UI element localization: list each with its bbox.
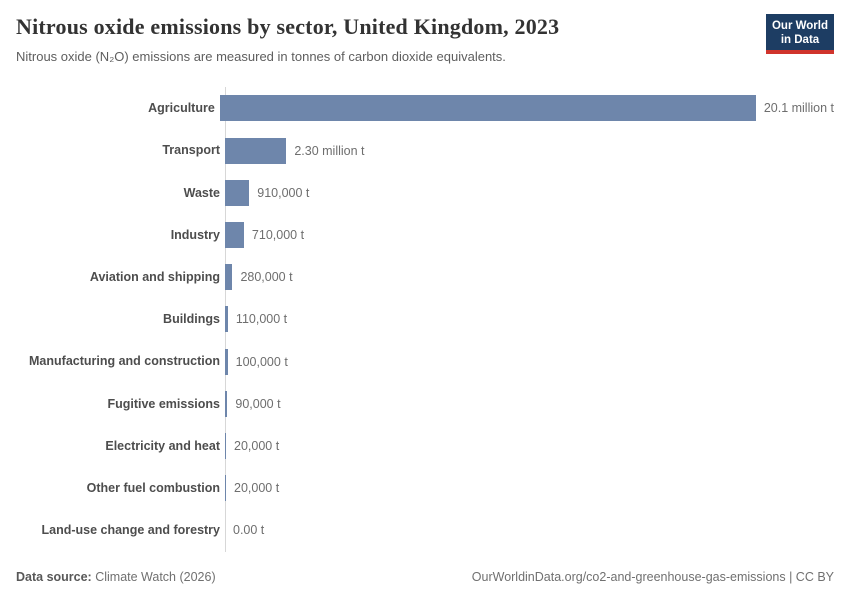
chart-title: Nitrous oxide emissions by sector, Unite… — [16, 14, 560, 39]
bar-track: 20,000 t — [225, 432, 834, 459]
bar-row: Other fuel combustion 20,000 t — [16, 467, 834, 509]
category-label: Aviation and shipping — [89, 269, 220, 284]
bar[interactable] — [225, 306, 228, 333]
chart-subtitle: Nitrous oxide (N₂O) emissions are measur… — [16, 49, 506, 65]
bar-track: 110,000 t — [225, 306, 834, 333]
category-label: Transport — [162, 143, 220, 158]
value-label: 100,000 t — [235, 354, 288, 369]
value-label: 910,000 t — [257, 185, 310, 200]
bar[interactable] — [225, 348, 228, 375]
bar-row: Fugitive emissions 90,000 t — [16, 383, 834, 425]
bar[interactable] — [225, 179, 250, 206]
bar-track: 100,000 t — [225, 348, 834, 375]
category-label: Agriculture — [148, 101, 215, 116]
bar[interactable] — [225, 390, 228, 417]
header: Nitrous oxide emissions by sector, Unite… — [16, 14, 834, 66]
owid-logo-line1: Our World — [771, 20, 828, 32]
bar[interactable] — [219, 95, 756, 122]
bar-chart: Agriculture 20.1 million t Transport 2.30 m… — [16, 87, 834, 553]
bar-track: 20,000 t — [225, 475, 834, 502]
category-label: Fugitive emissions — [107, 396, 220, 411]
value-label: 710,000 t — [251, 227, 305, 242]
category-label: Electricity and heat — [105, 438, 220, 453]
bar-row: Electricity and heat 20,000 t — [16, 425, 834, 467]
category-label: Buildings — [163, 312, 220, 327]
bar[interactable] — [225, 264, 233, 291]
bar-row: Buildings 110,000 t — [16, 298, 834, 340]
value-label: 110,000 t — [235, 312, 288, 327]
bar-track: 2.30 million t — [225, 137, 834, 164]
category-label: Industry — [170, 227, 220, 242]
owid-logo-line2: in Data — [780, 34, 820, 46]
bar[interactable] — [225, 475, 226, 502]
owid-logo[interactable]: Our World in Data — [766, 14, 834, 54]
bar-row: Land-use change and forestry 0.00 t — [16, 509, 834, 551]
bar-row: Aviation and shipping 280,000 t — [16, 256, 834, 298]
footer: Data source: Climate Watch (2026) OurWor… — [16, 570, 834, 584]
category-label: Manufacturing and construction — [29, 354, 220, 369]
bar-row: Manufacturing and construction 100,000 t — [16, 340, 834, 382]
value-label: 2.30 million t — [294, 143, 365, 158]
bar-track: 20.1 million t — [219, 95, 834, 122]
bar-track: 710,000 t — [225, 221, 834, 248]
category-label: Land-use change and forestry — [41, 523, 220, 538]
value-label: 20.1 million t — [763, 101, 834, 116]
bar-row: Industry 710,000 t — [16, 214, 834, 256]
bar-track: 0.00 t — [225, 517, 834, 543]
owid-url-link[interactable]: OurWorldinData.org/co2-and-greenhouse-ga… — [471, 570, 834, 584]
bar-track: 910,000 t — [225, 179, 834, 206]
data-source-value: Climate Watch (2026) — [91, 570, 216, 584]
header-text: Nitrous oxide emissions by sector, Unite… — [16, 14, 559, 66]
bar[interactable] — [225, 137, 287, 164]
data-source-label: Data source: — [16, 570, 92, 584]
category-label: Waste — [183, 185, 220, 200]
bar-rows: Agriculture 20.1 million t Transport 2.30 m… — [16, 87, 834, 551]
bar[interactable] — [225, 221, 244, 248]
data-source: Data source: Climate Watch (2026) — [16, 570, 216, 584]
bar-row: Agriculture 20.1 million t — [16, 87, 834, 129]
bar-track: 90,000 t — [225, 390, 834, 417]
value-label: 0.00 t — [233, 523, 265, 538]
value-label: 20,000 t — [234, 481, 280, 496]
value-label: 90,000 t — [235, 396, 281, 411]
bar-row: Waste 910,000 t — [16, 172, 834, 214]
category-label: Other fuel combustion — [86, 480, 220, 495]
bar[interactable] — [225, 432, 226, 459]
bar-row: Transport 2.30 million t — [16, 129, 834, 171]
value-label: 280,000 t — [240, 270, 293, 285]
value-label: 20,000 t — [234, 438, 280, 453]
bar-track: 280,000 t — [225, 264, 834, 291]
